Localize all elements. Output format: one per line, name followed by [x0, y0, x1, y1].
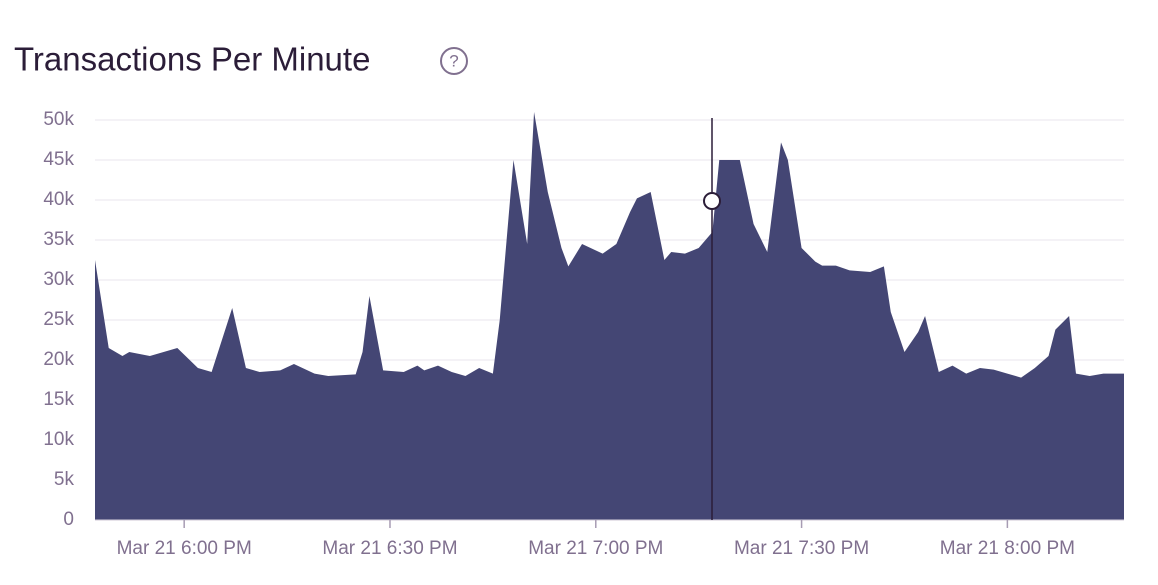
- y-tick-label: 40k: [43, 189, 74, 210]
- area: [95, 112, 1124, 520]
- chart-title: Transactions Per Minute: [14, 41, 370, 78]
- y-tick-label: 20k: [43, 349, 74, 370]
- y-tick-label: 5k: [54, 469, 75, 490]
- y-tick-label: 50k: [43, 109, 74, 130]
- x-tick-label: Mar 21 7:30 PM: [734, 538, 869, 559]
- hover-indicator: [703, 118, 721, 520]
- y-tick-label: 35k: [43, 229, 74, 250]
- x-tick-label: Mar 21 6:30 PM: [322, 538, 457, 559]
- y-tick-label: 10k: [43, 429, 74, 450]
- x-tick-label: Mar 21 6:00 PM: [117, 538, 252, 559]
- x-tick-label: Mar 21 8:00 PM: [940, 538, 1075, 559]
- x-tick-label: Mar 21 7:00 PM: [528, 538, 663, 559]
- y-tick-label: 0: [63, 509, 74, 530]
- y-tick-label: 15k: [43, 389, 74, 410]
- help-icon[interactable]: ?: [440, 47, 468, 75]
- y-tick-label: 25k: [43, 309, 74, 330]
- svg-text:?: ?: [449, 51, 458, 70]
- y-tick-label: 30k: [43, 269, 74, 290]
- y-tick-label: 45k: [43, 149, 74, 170]
